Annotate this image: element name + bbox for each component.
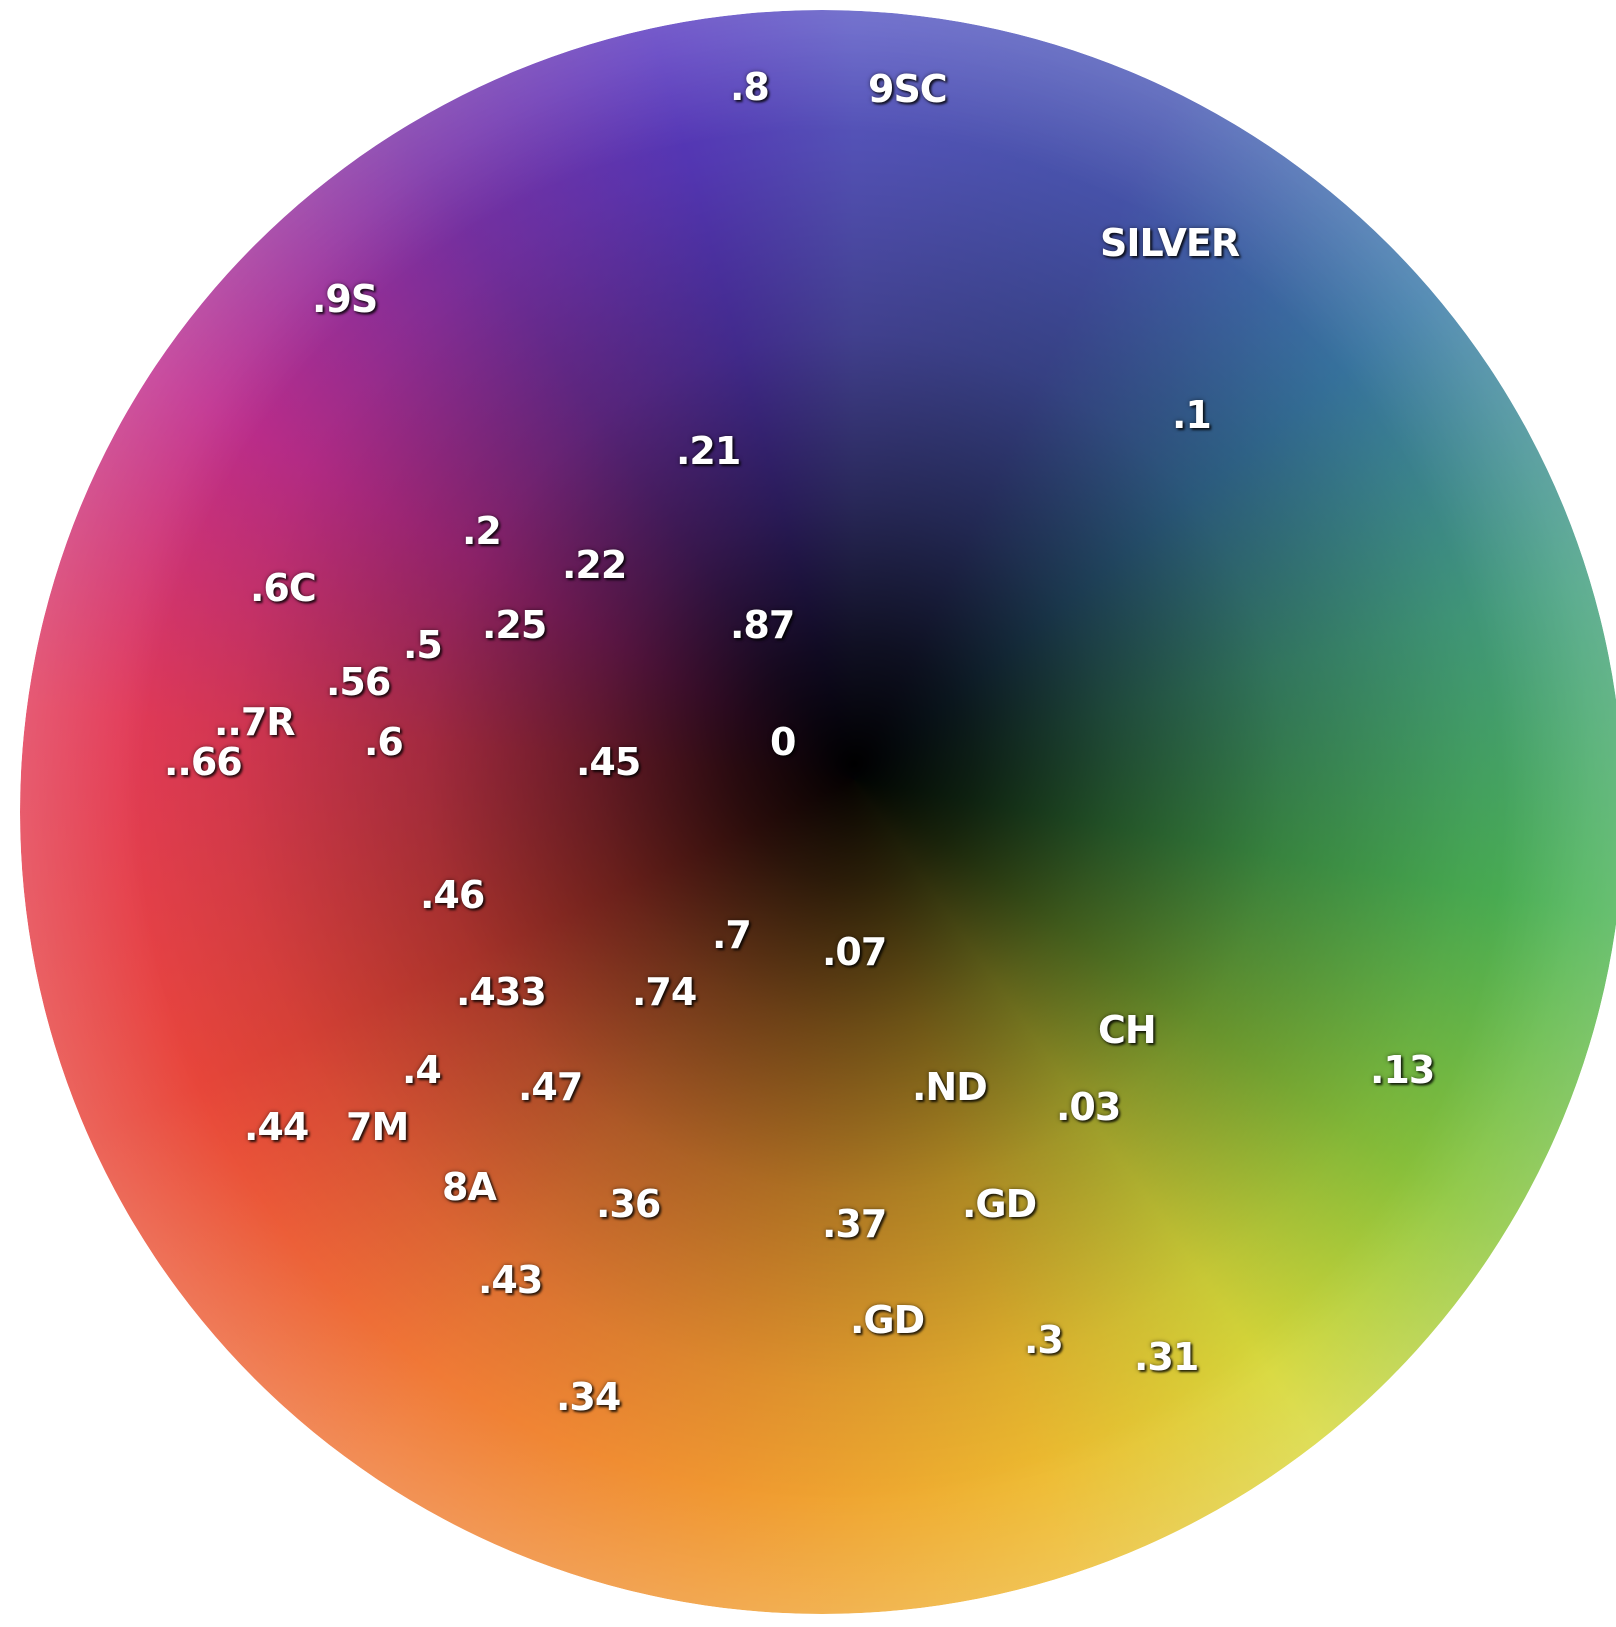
color-wheel xyxy=(20,10,1616,1614)
wheel-label: .ND xyxy=(912,1065,988,1109)
wheel-label: .44 xyxy=(244,1105,309,1149)
wheel-label: .1 xyxy=(1172,393,1212,437)
white-rim xyxy=(20,10,1616,1614)
wheel-label: .8 xyxy=(730,65,770,109)
wheel-label: .37 xyxy=(822,1202,887,1246)
wheel-label: ..66 xyxy=(164,740,243,784)
wheel-label: 8A xyxy=(442,1165,497,1209)
wheel-label: .4 xyxy=(402,1048,442,1092)
wheel-label: .56 xyxy=(326,660,391,704)
wheel-label: .GD xyxy=(962,1182,1037,1226)
wheel-label: 9SC xyxy=(868,67,948,111)
wheel-label: .74 xyxy=(632,970,697,1014)
wheel-label: SILVER xyxy=(1100,221,1240,265)
wheel-label: .47 xyxy=(518,1065,583,1109)
wheel-label: .43 xyxy=(478,1258,543,1302)
wheel-label: .03 xyxy=(1056,1085,1121,1129)
wheel-label: ..7R xyxy=(214,700,296,744)
wheel-label: .46 xyxy=(420,873,485,917)
wheel-label: .22 xyxy=(562,543,627,587)
wheel-label: .13 xyxy=(1370,1048,1435,1092)
wheel-label: CH xyxy=(1098,1008,1157,1052)
wheel-label: .3 xyxy=(1024,1318,1064,1362)
wheel-label: 7M xyxy=(346,1105,409,1149)
wheel-label: .25 xyxy=(482,603,547,647)
wheel-label: .31 xyxy=(1134,1335,1199,1379)
wheel-label: .36 xyxy=(596,1182,661,1226)
wheel-label: .21 xyxy=(676,429,741,473)
wheel-label: .5 xyxy=(403,623,443,667)
wheel-label: .6 xyxy=(364,720,404,764)
wheel-label: .45 xyxy=(576,740,641,784)
wheel-label: .433 xyxy=(456,970,547,1014)
wheel-label: .7 xyxy=(712,913,752,957)
wheel-label: .07 xyxy=(822,930,887,974)
wheel-label: 0 xyxy=(770,720,796,764)
wheel-label: .87 xyxy=(730,603,795,647)
wheel-label: .9S xyxy=(312,277,378,321)
wheel-label: .6C xyxy=(250,566,317,610)
wheel-label: .GD xyxy=(850,1298,925,1342)
wheel-label: .2 xyxy=(462,509,502,553)
wheel-label: .34 xyxy=(556,1375,621,1419)
